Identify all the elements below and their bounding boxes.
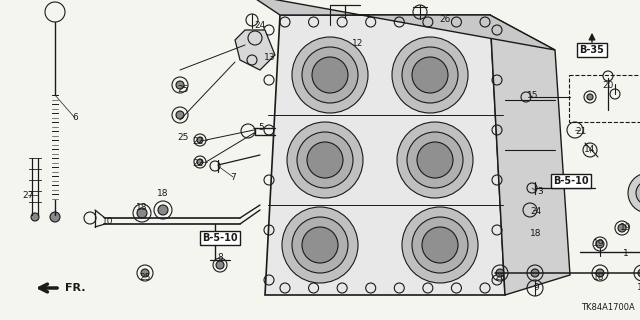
Circle shape [197,137,203,143]
Circle shape [531,269,539,277]
Circle shape [392,37,468,113]
Circle shape [302,227,338,263]
Text: 18: 18 [157,188,169,197]
Circle shape [176,81,184,89]
Text: 20: 20 [602,82,614,91]
Text: 22: 22 [193,158,204,167]
Text: 24: 24 [531,206,541,215]
Text: 24: 24 [254,20,266,29]
Text: 27: 27 [22,190,34,199]
Text: B-5-10: B-5-10 [202,233,238,243]
Circle shape [397,122,473,198]
Circle shape [402,47,458,103]
Text: 6: 6 [72,114,78,123]
Circle shape [216,261,224,269]
Circle shape [282,207,358,283]
Circle shape [197,159,203,165]
Text: 19: 19 [593,238,605,247]
Circle shape [596,240,604,248]
Circle shape [292,217,348,273]
Circle shape [302,47,358,103]
Circle shape [158,205,168,215]
Text: 8: 8 [217,252,223,261]
Circle shape [292,37,368,113]
Text: 21: 21 [575,126,587,135]
Text: 15: 15 [527,92,539,100]
Text: 13: 13 [264,53,276,62]
Polygon shape [490,15,570,295]
Text: 25: 25 [140,273,150,282]
Circle shape [141,269,149,277]
Circle shape [307,142,343,178]
Text: 25: 25 [177,132,189,141]
Circle shape [422,227,458,263]
Circle shape [176,111,184,119]
Circle shape [618,224,626,232]
Circle shape [638,269,640,277]
Text: 25: 25 [494,273,506,282]
Text: 9: 9 [533,284,539,292]
Circle shape [402,207,478,283]
Text: 18: 18 [136,203,148,212]
Circle shape [412,217,468,273]
Circle shape [312,57,348,93]
Text: 1: 1 [623,249,629,258]
Circle shape [587,94,593,100]
Text: 7: 7 [230,172,236,181]
Circle shape [31,213,39,221]
Circle shape [636,181,640,205]
Polygon shape [265,15,505,295]
Circle shape [417,142,453,178]
Circle shape [628,173,640,213]
Text: 26: 26 [439,14,451,23]
Polygon shape [235,30,275,70]
Circle shape [412,57,448,93]
Text: 25: 25 [177,84,189,93]
Text: B-5-10: B-5-10 [553,176,589,186]
Text: 22: 22 [193,137,204,146]
Text: 18: 18 [593,273,605,282]
Text: 10: 10 [102,218,114,227]
Text: TK84A1700A: TK84A1700A [581,303,635,312]
Circle shape [297,132,353,188]
Circle shape [137,208,147,218]
Circle shape [50,212,60,222]
Text: FR.: FR. [65,283,86,293]
Polygon shape [250,0,555,50]
Text: 3: 3 [537,187,543,196]
Text: 12: 12 [352,39,364,49]
Text: B-35: B-35 [580,45,604,55]
Text: 14: 14 [584,146,596,155]
Text: 10: 10 [637,284,640,292]
Text: 18: 18 [531,228,541,237]
Circle shape [496,269,504,277]
Text: 19: 19 [620,222,632,231]
Circle shape [407,132,463,188]
Circle shape [287,122,363,198]
Circle shape [596,269,604,277]
Text: 5: 5 [258,124,264,132]
